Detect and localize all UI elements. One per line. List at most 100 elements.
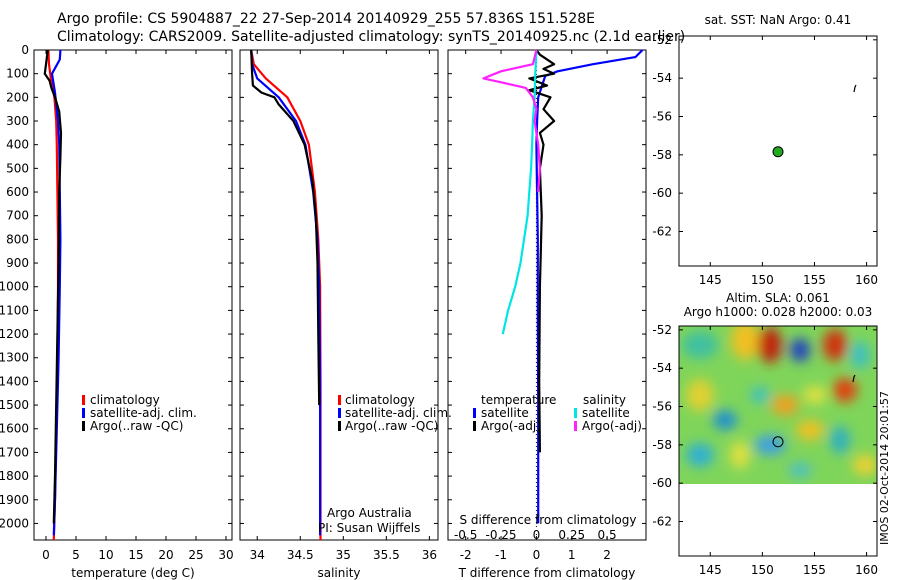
depth-tick-label: 800 (6, 232, 29, 246)
depth-tick-label: 2000 (0, 516, 29, 530)
series-line-satellite-adj-clim- (250, 49, 322, 536)
depth-tick-label: 1900 (0, 493, 29, 507)
depth-tick-label: 900 (6, 256, 29, 270)
depth-tick-label: 1500 (0, 398, 29, 412)
s-tick-label: -0.25 (486, 528, 517, 542)
map-y-tick-label: -52 (652, 323, 672, 337)
x-tick-label: 35 (336, 548, 351, 562)
temperature-xlabel: temperature (deg C) (71, 566, 194, 580)
legend-swatch-temp-satellite (473, 408, 476, 418)
temperature-panel-frame (33, 49, 233, 541)
map-x-tick-label: 160 (855, 563, 878, 577)
map1-title: sat. SST: NaN Argo: 0.41 (705, 13, 852, 27)
depth-tick-label: 1400 (0, 374, 29, 388)
x-tick-label: 1 (568, 548, 576, 562)
depth-tick-label: 1800 (0, 469, 29, 483)
map-y-tick-label: -54 (652, 361, 672, 375)
legend-swatch-sal-argo (574, 421, 577, 431)
legend-temp-title: temperature (481, 393, 556, 407)
depth-tick-label: 500 (6, 161, 29, 175)
depth-tick-label: 200 (6, 90, 29, 104)
series-line-salinity-satellite (501, 49, 538, 335)
credit-line1: Argo Australia (327, 506, 412, 520)
depth-tick-label: 400 (6, 138, 29, 152)
salinity-xlabel: salinity (317, 566, 360, 580)
legend-label-satellite: satellite-adj. clim. (345, 406, 452, 420)
map-y-tick-label: -62 (652, 225, 672, 239)
map-x-tick-label: 160 (855, 273, 878, 287)
legend-swatch-temp-argo (473, 421, 476, 431)
map2-frame (678, 325, 878, 557)
map-x-tick-label: 155 (803, 273, 826, 287)
depth-tick-label: 1200 (0, 327, 29, 341)
salinity-legend: climatology satellite-adj. clim. Argo(..… (318, 393, 452, 535)
depth-tick-label: 1300 (0, 351, 29, 365)
difference-legend: temperature salinity satellite Argo(-adj… (473, 393, 642, 433)
legend-label-argo: Argo(..raw -QC) (345, 419, 438, 433)
x-tick-label: 34.5 (287, 548, 314, 562)
map-y-tick-label: -60 (652, 186, 672, 200)
legend-swatch-satellite (82, 408, 85, 418)
x-tick-label: 15 (128, 548, 143, 562)
map-y-tick-label: -58 (652, 438, 672, 452)
s-tick-label: 0.25 (558, 528, 585, 542)
series-line-salinity-argo-adj- (482, 49, 542, 193)
map1-frame (678, 35, 878, 267)
figure-title-line1: Argo profile: CS 5904887_22 27-Sep-2014 … (57, 11, 595, 27)
series-line-climatology (250, 49, 322, 540)
legend-label-temp-satellite: satellite (481, 406, 529, 420)
legend-label-argo: Argo(..raw -QC) (90, 419, 183, 433)
depth-tick-label: 300 (6, 114, 29, 128)
x-tick-label: 25 (188, 548, 203, 562)
x-tick-label: 35.5 (373, 548, 400, 562)
map-x-tick-label: 150 (751, 563, 774, 577)
salinity-panel: 34 34.5 35 35.5 36 (250, 49, 437, 562)
sla-heatmap (679, 326, 877, 484)
legend-swatch-climatology (82, 395, 85, 405)
map-y-tick-label: -56 (652, 110, 672, 124)
legend-label-sal-satellite: satellite (582, 406, 630, 420)
map-y-tick-label: -58 (652, 148, 672, 162)
s-tick-label: -0.5 (454, 528, 477, 542)
series-line-argo-raw-qc- (43, 49, 63, 524)
map-y-tick-label: -54 (652, 71, 672, 85)
difference-xlabel: T difference from climatology (458, 566, 636, 580)
map-x-tick-label: 145 (699, 273, 722, 287)
s-tick-label: 0.5 (598, 528, 617, 542)
depth-tick-label: 1100 (0, 303, 29, 317)
legend-label-climatology: climatology (345, 393, 415, 407)
x-tick-label: -2 (460, 548, 472, 562)
legend-swatch-argo (338, 421, 341, 431)
legend-label-temp-argo: Argo(-adj) (481, 419, 541, 433)
x-tick-label: 0 (42, 548, 50, 562)
series-line-temperature-argo-adj- (528, 49, 556, 453)
legend-swatch-argo (82, 421, 85, 431)
x-tick-label: 30 (218, 548, 233, 562)
difference-top-label: S difference from climatology (460, 513, 637, 527)
map2-title-line2: Argo h1000: 0.028 h2000: 0.03 (684, 305, 873, 319)
map2-axes: -52 -54 -56 -58 -60 -62 145 150 155 160 (652, 323, 878, 577)
imos-side-label: IMOS 02-Oct-2014 20:01:57 (878, 391, 891, 545)
legend-label-satellite: satellite-adj. clim. (90, 406, 197, 420)
depth-tick-label: 1700 (0, 445, 29, 459)
map2-argo-position-marker (772, 436, 784, 448)
legend-label-sal-argo: Argo(-adj) (582, 419, 642, 433)
map-x-tick-label: 150 (751, 273, 774, 287)
x-tick-label: 20 (158, 548, 173, 562)
salinity-panel-frame (239, 49, 439, 541)
map-y-tick-label: -52 (652, 33, 672, 47)
map-y-tick-label: -60 (652, 476, 672, 490)
depth-tick-label: 1000 (0, 280, 29, 294)
map-y-tick-label: -56 (652, 400, 672, 414)
map-y-tick-label: -62 (652, 515, 672, 529)
x-tick-label: 10 (98, 548, 113, 562)
map2-title-line1: Altim. SLA: 0.061 (726, 291, 830, 305)
series-line-temperature-satellite (535, 49, 644, 524)
legend-swatch-climatology (338, 395, 341, 405)
map2-coastline (852, 374, 856, 383)
x-tick-label: 34 (250, 548, 265, 562)
x-tick-label: 36 (422, 548, 437, 562)
depth-tick-label: 0 (21, 43, 29, 57)
